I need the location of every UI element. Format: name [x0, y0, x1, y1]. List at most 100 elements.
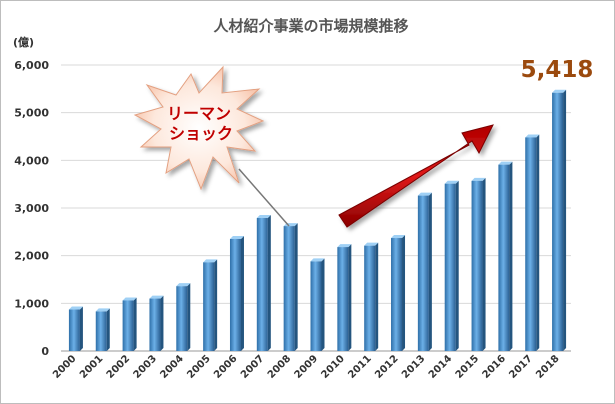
bar-side [455, 180, 459, 351]
bar-top [122, 297, 137, 301]
x-tick-label: 2008 [266, 353, 293, 380]
bar-top [310, 258, 325, 262]
bar-top [498, 161, 513, 165]
bar-top [95, 308, 110, 312]
lehman-callout: リーマン ショック [133, 65, 290, 227]
bar-face [203, 262, 215, 351]
x-tick-label: 2014 [427, 353, 454, 380]
bar-top [203, 259, 218, 263]
bar-side [267, 215, 271, 351]
bar-face [552, 92, 564, 351]
bar-2004 [176, 283, 191, 351]
bar-top [391, 235, 406, 239]
bar-2006 [229, 235, 244, 351]
bar-2014 [444, 180, 459, 351]
callout-line-1: リーマン [167, 104, 231, 123]
x-tick-label: 2000 [51, 353, 78, 380]
bar-top [364, 242, 379, 246]
x-tick-label: 2011 [346, 353, 373, 380]
bar-2013 [417, 192, 432, 351]
x-tick-label: 2001 [78, 353, 105, 380]
trend-arrow [338, 124, 494, 228]
x-tick-label: 2005 [185, 353, 212, 380]
bar-2016 [498, 161, 513, 351]
bar-face [95, 311, 107, 351]
callout-leader-line [238, 168, 290, 227]
bar-face [364, 245, 376, 351]
x-tick-label: 2004 [158, 353, 185, 380]
bar-2008 [283, 223, 298, 351]
bar-2011 [364, 242, 379, 351]
y-tick-label: 3,000 [14, 202, 49, 215]
bar-side [214, 259, 218, 351]
y-tick-label: 1,000 [14, 297, 49, 310]
x-tick-label: 2018 [534, 353, 561, 380]
bars [68, 89, 567, 351]
y-tick-label: 2,000 [14, 250, 49, 263]
bar-2009 [310, 258, 325, 351]
bar-2001 [95, 308, 110, 351]
bar-top [229, 235, 244, 239]
bar-side [294, 223, 298, 351]
x-tick-label: 2012 [373, 353, 400, 380]
bar-side [509, 161, 513, 351]
bar-face [176, 286, 188, 351]
bar-top [471, 177, 486, 181]
bar-face [471, 180, 483, 351]
bar-face [122, 300, 134, 351]
bar-2012 [391, 235, 406, 351]
bar-2002 [122, 297, 137, 351]
bar-side [106, 308, 110, 351]
bar-top [256, 215, 271, 219]
bar-top [525, 134, 540, 138]
y-unit-label: (億) [13, 35, 34, 49]
bar-side [402, 235, 406, 351]
bar-side [428, 192, 432, 351]
bar-top [552, 89, 567, 93]
bar-2000 [68, 306, 83, 351]
bar-side [187, 283, 191, 351]
bar-side [375, 242, 379, 351]
x-tick-label: 2015 [454, 353, 481, 380]
bar-2010 [337, 244, 352, 351]
x-axis-ticks: 2000 2001 2002 2003 2004 2005 2006 2007 2008 2009… [51, 353, 562, 380]
x-tick-label: 2003 [132, 353, 159, 380]
bar-face [256, 218, 268, 351]
x-tick-label: 2006 [212, 353, 239, 380]
bar-face [444, 183, 456, 351]
bar-face [391, 238, 403, 351]
bar-face [68, 309, 80, 351]
y-tick-label: 0 [41, 345, 49, 358]
bar-face [337, 247, 349, 351]
bar-side [482, 177, 486, 351]
bar-side [133, 297, 137, 351]
bar-side [536, 134, 540, 351]
callout-line-2: ショック [169, 124, 233, 143]
bar-side [160, 295, 164, 351]
bar-2015 [471, 177, 486, 351]
bar-side [240, 235, 244, 351]
bar-side [563, 89, 567, 351]
x-tick-label: 2016 [481, 353, 508, 380]
x-tick-label: 2010 [319, 353, 346, 380]
x-tick-label: 2002 [105, 353, 132, 380]
x-tick-label: 2007 [239, 353, 266, 380]
bar-side [321, 258, 325, 351]
bar-top [149, 295, 164, 299]
bar-top [337, 244, 352, 248]
bar-face [417, 195, 429, 351]
x-tick-label: 2017 [507, 353, 534, 380]
bar-face [149, 298, 161, 351]
x-tick-label: 2009 [293, 353, 320, 380]
y-axis-ticks: 0 1,000 2,000 3,000 4,000 5,000 6,000 [14, 59, 49, 358]
bar-face [525, 137, 537, 351]
bar-face [229, 238, 241, 351]
callout-burst-shape [133, 65, 265, 191]
bar-face [283, 226, 295, 351]
bar-top [417, 192, 432, 196]
bar-top [176, 283, 191, 287]
bar-side [79, 306, 83, 351]
chart-title: 人材紹介事業の市場規模推移 [213, 17, 408, 35]
